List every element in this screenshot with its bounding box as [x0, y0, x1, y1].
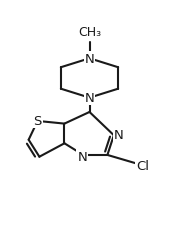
Text: Cl: Cl: [136, 160, 149, 172]
Text: N: N: [114, 128, 124, 141]
Text: CH₃: CH₃: [78, 26, 101, 38]
Text: N: N: [85, 52, 94, 66]
Text: N: N: [85, 92, 94, 105]
Text: N: N: [78, 150, 87, 163]
Text: S: S: [33, 115, 42, 128]
